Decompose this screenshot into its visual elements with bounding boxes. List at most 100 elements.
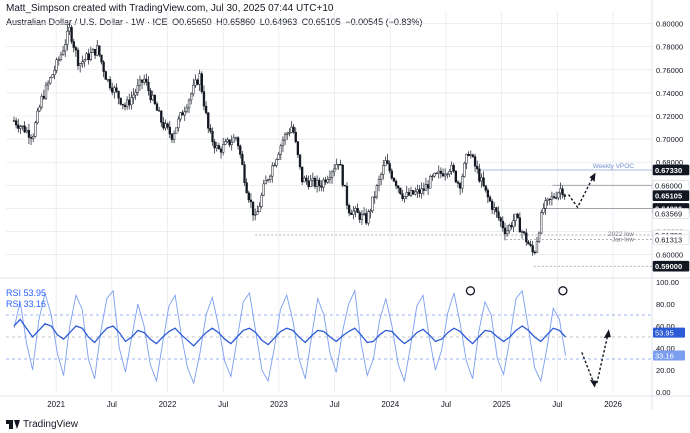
candle-body [256, 211, 259, 215]
candle-body [555, 197, 558, 199]
candle-body [72, 41, 75, 48]
candle-body [420, 188, 423, 194]
candle-body [394, 180, 398, 187]
candle-body [85, 53, 88, 61]
x-tick-label: Jul [218, 400, 228, 409]
candle-body [76, 49, 80, 66]
candle-body [345, 185, 349, 206]
candle-body [157, 110, 161, 112]
candle-body [81, 61, 84, 64]
candle-body [313, 177, 317, 187]
candle-body [450, 165, 453, 172]
candle-body [209, 128, 212, 132]
candle-body [104, 71, 107, 80]
candle-body [215, 145, 218, 149]
candle-body [117, 90, 120, 99]
candle-body [222, 144, 225, 153]
candle-body [162, 122, 165, 129]
candle-body [228, 139, 231, 146]
candle-body [288, 132, 291, 134]
close-value: C0.65105 [301, 17, 341, 27]
candle-body [454, 170, 457, 183]
candle-body [390, 170, 393, 179]
candle-body [341, 164, 344, 186]
candle-body [275, 159, 278, 166]
candle-body [204, 105, 208, 114]
candle-body [307, 180, 310, 187]
candle-body [192, 84, 195, 95]
candle-body [422, 188, 425, 191]
tradingview-footer[interactable]: TradingView [6, 419, 78, 430]
candle-body [371, 196, 374, 212]
rsi-value-tag [653, 327, 685, 338]
candle-body [369, 210, 372, 213]
candle-body [337, 164, 340, 166]
candle-body [53, 70, 56, 76]
candle-body [187, 99, 191, 109]
candle-body [40, 95, 43, 108]
candle-body [358, 212, 361, 220]
x-tick-label: 2021 [47, 400, 65, 409]
candle-body [330, 171, 334, 178]
candle-body [527, 241, 530, 245]
y-tick-label: 0.78000 [656, 43, 683, 52]
candle-body [405, 192, 408, 197]
candle-body [281, 139, 285, 147]
candle-body [448, 171, 451, 175]
candle-body [266, 179, 270, 181]
candle-body [260, 194, 263, 207]
candle-body [505, 230, 509, 235]
candle-body [38, 106, 41, 112]
candle-body [251, 201, 255, 216]
open-value: O0.65650 [172, 17, 212, 27]
rsi-arrow-up [596, 334, 609, 384]
candle-body [226, 139, 229, 142]
candle-body [91, 48, 95, 53]
candle-body [480, 177, 483, 182]
candle-body [311, 177, 314, 181]
candle-body [540, 212, 543, 234]
rsi-legend-1: RSI 53.95 [6, 288, 46, 298]
candle-body [262, 183, 265, 196]
candle-body [446, 173, 449, 176]
candle-body [356, 208, 359, 213]
x-tick-label: 2022 [159, 400, 177, 409]
candle-body [125, 99, 129, 108]
candle-body [55, 59, 58, 71]
candle-body [12, 120, 16, 122]
rsi-arrow-up-head [603, 329, 611, 339]
x-tick-label: 2023 [270, 400, 288, 409]
candle-body [59, 54, 63, 60]
candle-body [531, 245, 534, 253]
candle-body [119, 97, 122, 105]
candle-body [49, 77, 52, 84]
low-value: L0.64963 [259, 17, 298, 27]
candle-body [546, 198, 549, 201]
price-tag-box [652, 260, 690, 272]
candle-body [522, 231, 526, 234]
candle-body [25, 130, 28, 133]
symbol-name[interactable]: Australian Dollar / U.S. Dollar · 1W · I… [6, 17, 168, 27]
candle-body [377, 179, 381, 186]
candle-body [213, 141, 216, 149]
candle-body [130, 97, 133, 106]
candle-body [529, 243, 532, 246]
candle-body [333, 168, 336, 173]
y-tick-label: 0.68000 [656, 158, 683, 167]
candle-body [429, 176, 432, 189]
candle-body [147, 81, 150, 91]
candle-body [559, 188, 562, 194]
candle-body [19, 126, 22, 129]
candle-body [298, 154, 302, 168]
candle-body [497, 211, 500, 218]
rsi-value-tag [653, 350, 685, 361]
candle-body [283, 134, 287, 141]
candle-body [478, 168, 481, 182]
candle-body [561, 188, 564, 195]
x-tick-label: 2024 [381, 400, 399, 409]
candle-body [401, 193, 404, 199]
candle-body [512, 220, 515, 228]
candle-body [87, 53, 90, 60]
candle-body [66, 30, 69, 45]
